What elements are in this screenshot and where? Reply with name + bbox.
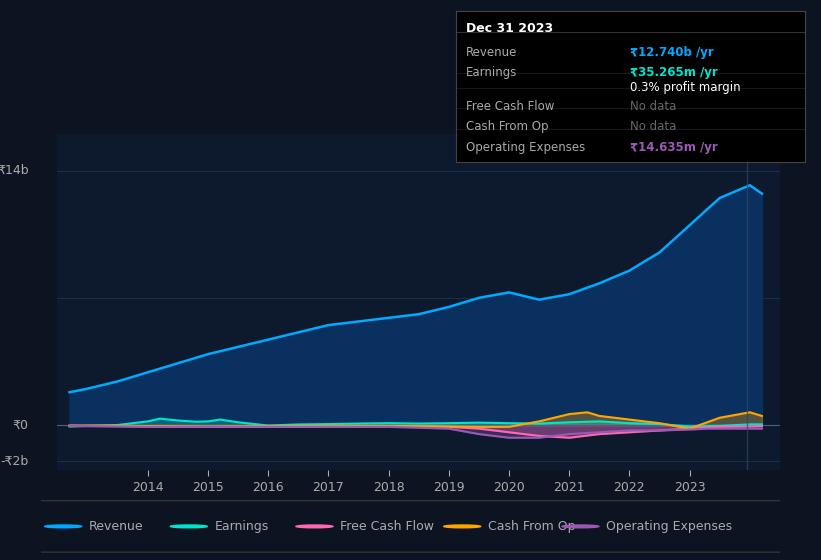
Text: ₹0: ₹0 — [12, 418, 29, 432]
Circle shape — [171, 525, 208, 528]
Text: Operating Expenses: Operating Expenses — [466, 141, 585, 154]
Text: Earnings: Earnings — [215, 520, 269, 533]
Text: ₹14.635m /yr: ₹14.635m /yr — [631, 141, 718, 154]
Circle shape — [45, 525, 82, 528]
Text: ₹14b: ₹14b — [0, 164, 29, 177]
Text: Operating Expenses: Operating Expenses — [606, 520, 732, 533]
Text: No data: No data — [631, 100, 677, 114]
Text: 0.3% profit margin: 0.3% profit margin — [631, 81, 741, 94]
Text: Free Cash Flow: Free Cash Flow — [341, 520, 434, 533]
Circle shape — [443, 525, 481, 528]
Text: ₹35.265m /yr: ₹35.265m /yr — [631, 66, 718, 78]
Text: Cash From Op: Cash From Op — [488, 520, 576, 533]
Text: No data: No data — [631, 120, 677, 133]
Text: -₹2b: -₹2b — [0, 455, 29, 468]
Circle shape — [296, 525, 333, 528]
Text: Earnings: Earnings — [466, 66, 517, 78]
Text: Revenue: Revenue — [89, 520, 144, 533]
Text: Dec 31 2023: Dec 31 2023 — [466, 22, 553, 35]
Text: ₹12.740b /yr: ₹12.740b /yr — [631, 46, 714, 59]
Text: Free Cash Flow: Free Cash Flow — [466, 100, 554, 114]
Circle shape — [562, 525, 599, 528]
Text: Cash From Op: Cash From Op — [466, 120, 548, 133]
Text: Revenue: Revenue — [466, 46, 517, 59]
